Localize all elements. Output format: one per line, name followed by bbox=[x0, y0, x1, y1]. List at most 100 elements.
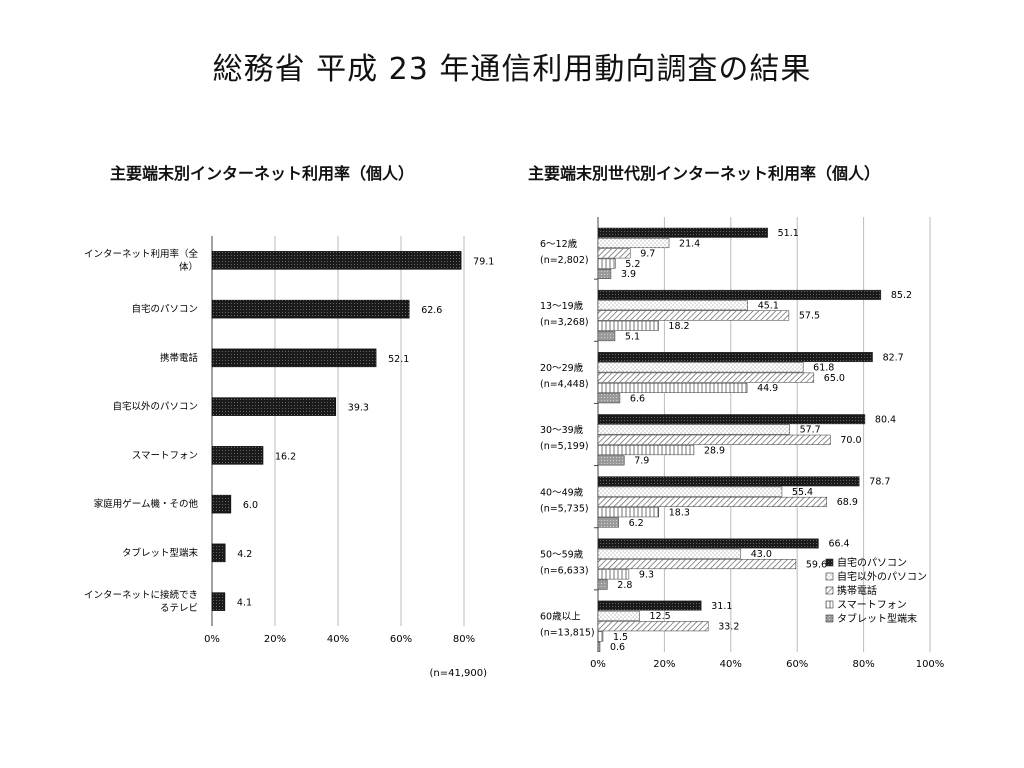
left-tick-label: 40% bbox=[327, 634, 349, 645]
right-bar bbox=[597, 496, 827, 507]
right-bar bbox=[597, 331, 616, 342]
legend-swatch bbox=[825, 600, 834, 609]
left-value-label: 4.2 bbox=[237, 549, 252, 560]
right-bar bbox=[597, 393, 621, 404]
left-bar bbox=[211, 543, 226, 563]
left-bar bbox=[211, 348, 377, 368]
right-bar bbox=[597, 538, 819, 549]
right-bar bbox=[597, 434, 831, 445]
right-bar bbox=[597, 569, 630, 580]
left-value-label: 4.1 bbox=[237, 598, 252, 609]
right-bar bbox=[597, 455, 625, 466]
right-bar bbox=[597, 424, 790, 435]
right-chart: 0% 20% 40% 60% 80% 100% 51.1 21.4 9.75.23.9 6～12歳… bbox=[540, 217, 944, 670]
right-value-label: 5.1 bbox=[625, 331, 640, 342]
left-bar bbox=[211, 251, 462, 270]
right-value-label: 18.3 bbox=[669, 507, 690, 518]
legend-label: 自宅のパソコン bbox=[837, 556, 907, 569]
right-value-label: 6.6 bbox=[630, 393, 645, 404]
right-value-label: 66.4 bbox=[828, 539, 849, 550]
left-chart: 0% 20% 40% 60% 80% 79.1 インターネット利用率（全体） 62.6 自宅のパ… bbox=[84, 236, 494, 679]
right-value-label: 12.5 bbox=[650, 611, 671, 622]
left-bar bbox=[211, 494, 232, 514]
right-bar bbox=[597, 382, 748, 393]
right-bar bbox=[597, 610, 640, 621]
right-bar bbox=[597, 300, 748, 311]
legend-swatch bbox=[825, 572, 834, 581]
right-value-label: 57.7 bbox=[800, 425, 821, 436]
legend-label: スマートフォン bbox=[837, 600, 907, 611]
right-group-n: (n=2,802) bbox=[540, 255, 589, 266]
left-value-label: 39.3 bbox=[348, 403, 369, 414]
right-group-label: 20～29歳 bbox=[540, 362, 584, 374]
right-tick-label: 20% bbox=[653, 659, 675, 670]
right-value-label: 57.5 bbox=[799, 311, 820, 322]
right-group-n: (n=3,268) bbox=[540, 317, 589, 328]
right-tick-label: 80% bbox=[852, 659, 874, 670]
legend-label: タブレット型端末 bbox=[837, 612, 917, 625]
left-category-label: るテレビ bbox=[160, 603, 198, 614]
left-bar bbox=[211, 446, 264, 465]
left-bar bbox=[211, 299, 410, 319]
left-chart-title: 主要端末別インターネット利用率（個人） bbox=[110, 164, 415, 183]
left-bar bbox=[211, 592, 226, 611]
right-value-label: 9.3 bbox=[639, 570, 654, 581]
right-bar bbox=[597, 579, 608, 590]
left-value-label: 52.1 bbox=[388, 354, 409, 365]
right-group-n: (n=13,815) bbox=[540, 628, 595, 639]
left-tick-label: 60% bbox=[390, 634, 412, 645]
right-value-label: 0.6 bbox=[610, 642, 625, 653]
right-value-label: 6.2 bbox=[629, 518, 644, 529]
right-value-label: 28.9 bbox=[704, 445, 725, 456]
right-bar bbox=[597, 548, 742, 559]
legend-label: 携帯電話 bbox=[837, 584, 877, 597]
right-value-label: 70.0 bbox=[840, 435, 861, 446]
right-value-label: 61.8 bbox=[813, 363, 834, 374]
left-tick-label: 20% bbox=[264, 634, 286, 645]
left-category-label: 家庭用ゲーム機・その他 bbox=[94, 498, 199, 510]
left-category-label: 体） bbox=[179, 261, 198, 273]
right-bar bbox=[597, 507, 660, 518]
legend-swatch bbox=[825, 586, 834, 595]
left-category-label: 自宅以外のパソコン bbox=[112, 401, 198, 413]
right-value-label: 68.9 bbox=[837, 497, 858, 508]
right-bar bbox=[597, 414, 866, 425]
right-group-label: 6～12歳 bbox=[540, 238, 578, 250]
left-category-label: インターネットに接続でき bbox=[84, 589, 198, 601]
right-tick-label: 60% bbox=[786, 659, 808, 670]
right-bar bbox=[597, 227, 768, 238]
left-category-label: 自宅のパソコン bbox=[131, 303, 198, 315]
left-value-label: 6.0 bbox=[243, 500, 258, 511]
legend-label: 自宅以外のパソコン bbox=[837, 570, 927, 583]
left-bar bbox=[211, 397, 337, 416]
right-value-label: 78.7 bbox=[869, 477, 890, 488]
right-value-label: 9.7 bbox=[640, 249, 655, 260]
left-category-label: スマートフォン bbox=[132, 450, 198, 461]
right-value-label: 18.2 bbox=[668, 321, 689, 332]
right-bar bbox=[597, 621, 709, 632]
right-value-label: 5.2 bbox=[625, 259, 640, 270]
right-group-label: 30～39歳 bbox=[540, 424, 584, 436]
right-group-n: (n=6,633) bbox=[540, 565, 589, 576]
right-value-label: 33.2 bbox=[718, 621, 739, 632]
right-group-n: (n=5,199) bbox=[540, 441, 589, 452]
right-bar bbox=[597, 352, 873, 363]
left-tick-label: 80% bbox=[453, 634, 475, 645]
right-tick-label: 100% bbox=[916, 659, 945, 670]
right-value-label: 43.0 bbox=[751, 549, 772, 560]
right-value-label: 51.1 bbox=[778, 228, 799, 239]
right-bar bbox=[597, 258, 616, 269]
right-bar bbox=[597, 238, 670, 249]
right-value-label: 3.9 bbox=[621, 269, 636, 280]
right-bar bbox=[597, 486, 783, 497]
right-value-label: 59.6 bbox=[806, 559, 827, 570]
slide-title: 総務省 平成 23 年通信利用動向調査の結果 bbox=[212, 52, 812, 87]
right-bar bbox=[597, 320, 659, 331]
right-tick-label: 0% bbox=[590, 659, 606, 670]
legend-swatch bbox=[825, 558, 834, 567]
right-group-label: 50～59歳 bbox=[540, 548, 584, 560]
right-value-label: 21.4 bbox=[679, 238, 700, 249]
right-bar bbox=[597, 248, 631, 259]
right-value-label: 45.1 bbox=[758, 300, 779, 311]
right-bar bbox=[597, 372, 815, 383]
